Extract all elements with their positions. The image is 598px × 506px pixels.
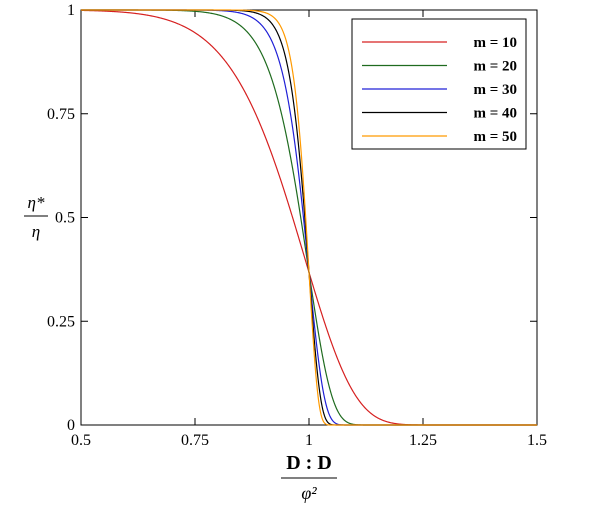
series-line-m50 — [81, 9, 537, 426]
y-tick-label: 1 — [67, 2, 75, 19]
x-tick-label: 0.5 — [71, 432, 91, 449]
legend: m = 10 m = 20 m = 30 m = 40 m = 50 — [351, 18, 527, 150]
series-lines — [80, 9, 537, 426]
legend-label-m30: m = 30 — [473, 82, 517, 98]
y-axis-ticks: 0 0.25 0.5 0.75 1 — [47, 2, 537, 434]
y-tick-label: 0.25 — [47, 313, 75, 330]
legend-label-m40: m = 40 — [473, 106, 517, 122]
legend-box — [351, 18, 527, 150]
y-tick-label: 0.75 — [47, 106, 75, 123]
y-tick-label: 0.5 — [55, 210, 75, 227]
y-axis-label: η* η — [24, 193, 48, 241]
legend-label-m10: m = 10 — [473, 35, 517, 51]
y-axis-label-denominator: η — [32, 222, 40, 241]
x-tick-label: 1.25 — [409, 432, 437, 449]
x-tick-label: 1 — [305, 432, 313, 449]
x-axis-label-numerator: D : D — [286, 452, 332, 474]
y-axis-label-numerator: η* — [28, 193, 45, 212]
x-axis-label: D : D φ² — [281, 452, 337, 503]
x-tick-label: 0.75 — [181, 432, 209, 449]
x-axis-ticks: 0.5 0.75 1 1.25 1.5 — [71, 10, 547, 449]
legend-label-m20: m = 20 — [473, 59, 517, 75]
x-axis-label-denominator: φ² — [301, 483, 317, 503]
y-tick-label: 0 — [67, 417, 75, 434]
legend-label-m50: m = 50 — [473, 129, 517, 145]
x-tick-label: 1.5 — [527, 432, 547, 449]
